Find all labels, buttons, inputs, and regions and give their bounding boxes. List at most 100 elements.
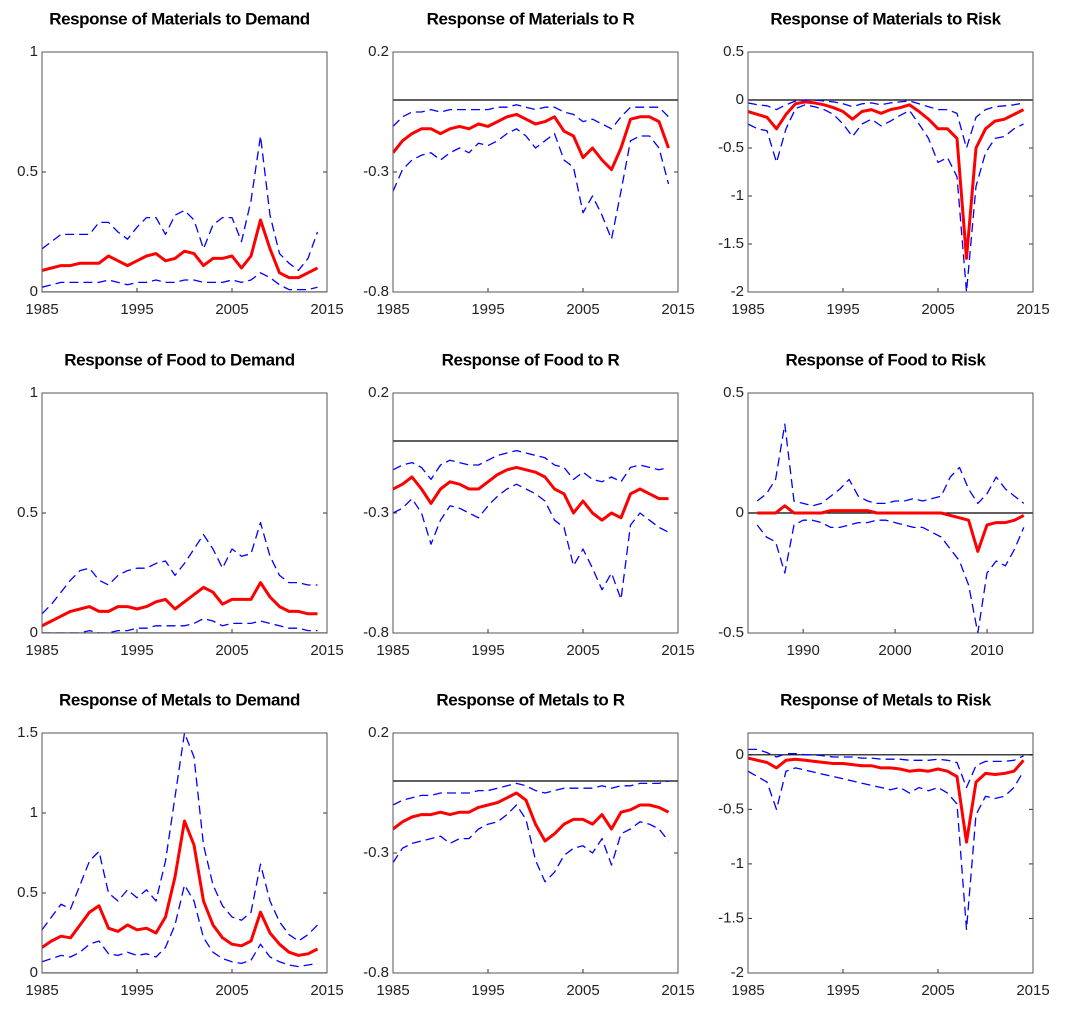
x-tick-label: 1995 (471, 642, 504, 659)
x-tick-label: 2005 (921, 301, 954, 318)
plot-lines (42, 135, 327, 292)
x-tick-label: 1995 (120, 642, 153, 659)
y-tick-label: -0.3 (363, 844, 389, 861)
y-tick-label: -1.5 (718, 909, 744, 926)
chart-title: Response of Materials to Risk (770, 9, 1001, 28)
y-tick-label: 0.5 (17, 163, 38, 180)
band-line (42, 884, 318, 968)
y-tick-label: 0.2 (368, 384, 389, 401)
x-tick-label: 2005 (566, 301, 599, 318)
y-tick-label: 1.5 (17, 724, 38, 741)
x-tick-label: 1985 (25, 301, 58, 318)
y-tick-label: 0 (736, 504, 744, 521)
plot-frame (747, 732, 1034, 974)
band-line (42, 135, 319, 272)
x-tick-label: 1985 (731, 301, 764, 318)
x-tick-label: 2005 (215, 982, 248, 999)
y-tick-label: 1 (30, 43, 38, 60)
plot-lines (42, 733, 327, 973)
y-tick-label: 1 (30, 384, 38, 401)
median-line (757, 504, 1025, 553)
median-line (748, 756, 1025, 844)
x-tick-label: 1995 (826, 301, 859, 318)
y-tick-label: 0.5 (723, 43, 744, 60)
plot-lines (748, 423, 1033, 633)
x-tick-label: 2010 (970, 642, 1003, 659)
y-tick-label: -2 (731, 283, 744, 300)
chart-title: Response of Food to Risk (785, 350, 986, 369)
plot-lines (748, 748, 1033, 931)
x-tick-label: 1985 (376, 982, 409, 999)
median-line (42, 819, 319, 957)
x-tick-label: 1985 (376, 301, 409, 318)
plot-frame (41, 51, 328, 293)
y-tick-label: -2 (731, 964, 744, 981)
x-tick-label: 1990 (786, 642, 819, 659)
median-line (42, 218, 319, 280)
y-tick-label: -0.5 (718, 800, 744, 817)
chart-title: Response of Materials to Demand (49, 9, 310, 28)
x-tick-label: 2005 (566, 642, 599, 659)
x-tick-label: 2015 (310, 642, 343, 659)
plot-frame (392, 732, 679, 974)
y-tick-label: -1.5 (718, 235, 744, 252)
plot-lines (393, 440, 678, 601)
band-line (393, 128, 670, 240)
panel: Response of Materials to Demand 0 0.5 1 1985… (17, 9, 344, 317)
x-tick-label: 2005 (215, 301, 248, 318)
y-tick-label: -0.3 (363, 163, 389, 180)
plot-area (42, 393, 327, 633)
plot-area (748, 52, 1033, 292)
band-line (393, 483, 669, 601)
band-line (393, 449, 669, 483)
y-tick-label: 0 (30, 624, 38, 641)
plot-frame (41, 392, 328, 634)
plot-lines (393, 780, 678, 883)
band-line (748, 104, 1024, 292)
band-line (393, 804, 670, 883)
plot-lines (393, 99, 678, 240)
plot-area (42, 733, 327, 973)
y-tick-label: 0.2 (368, 43, 389, 60)
plot-frame (392, 51, 679, 293)
median-line (393, 112, 670, 172)
chart-title: Response of Materials to R (427, 9, 635, 28)
chart-title: Response of Metals to Demand (59, 690, 300, 709)
y-tick-label: -1 (731, 187, 744, 204)
band-line (42, 733, 318, 942)
panel: Response of Materials to Risk 0.5 0 -0.5 -1 -… (718, 9, 1050, 317)
y-tick-label: 0 (30, 283, 38, 300)
panel: Response of Metals to Demand 0 0.5 1 1.5 1985… (17, 690, 344, 998)
band-line (42, 521, 318, 615)
panel: Response of Food to Risk 0.5 0 -0.5 1990 2000… (718, 350, 1034, 659)
chart-title: Response of Food to Demand (64, 350, 294, 369)
x-tick-label: 2015 (661, 642, 694, 659)
chart-title: Response of Food to R (442, 350, 620, 369)
y-tick-label: -0.8 (363, 624, 389, 641)
x-tick-label: 1995 (471, 301, 504, 318)
y-tick-label: -0.3 (363, 504, 389, 521)
band-line (756, 423, 1025, 507)
plot-frame (392, 392, 679, 634)
x-tick-label: 1995 (120, 982, 153, 999)
plot-area (42, 52, 327, 292)
plot-area (393, 733, 678, 973)
x-tick-label: 2015 (310, 301, 343, 318)
band-line (393, 104, 669, 130)
y-tick-label: -0.8 (363, 964, 389, 981)
chart-title: Response of Metals to R (436, 690, 624, 709)
band-line (748, 99, 1024, 149)
y-tick-label: -0.5 (718, 624, 744, 641)
plot-frame (41, 732, 328, 974)
x-tick-label: 1995 (826, 982, 859, 999)
plot-area (393, 52, 678, 292)
y-tick-label: 0.5 (17, 504, 38, 521)
y-tick-label: 0 (736, 91, 744, 108)
band-line (748, 748, 1024, 789)
band-line (42, 617, 318, 633)
x-tick-label: 2015 (1016, 301, 1049, 318)
